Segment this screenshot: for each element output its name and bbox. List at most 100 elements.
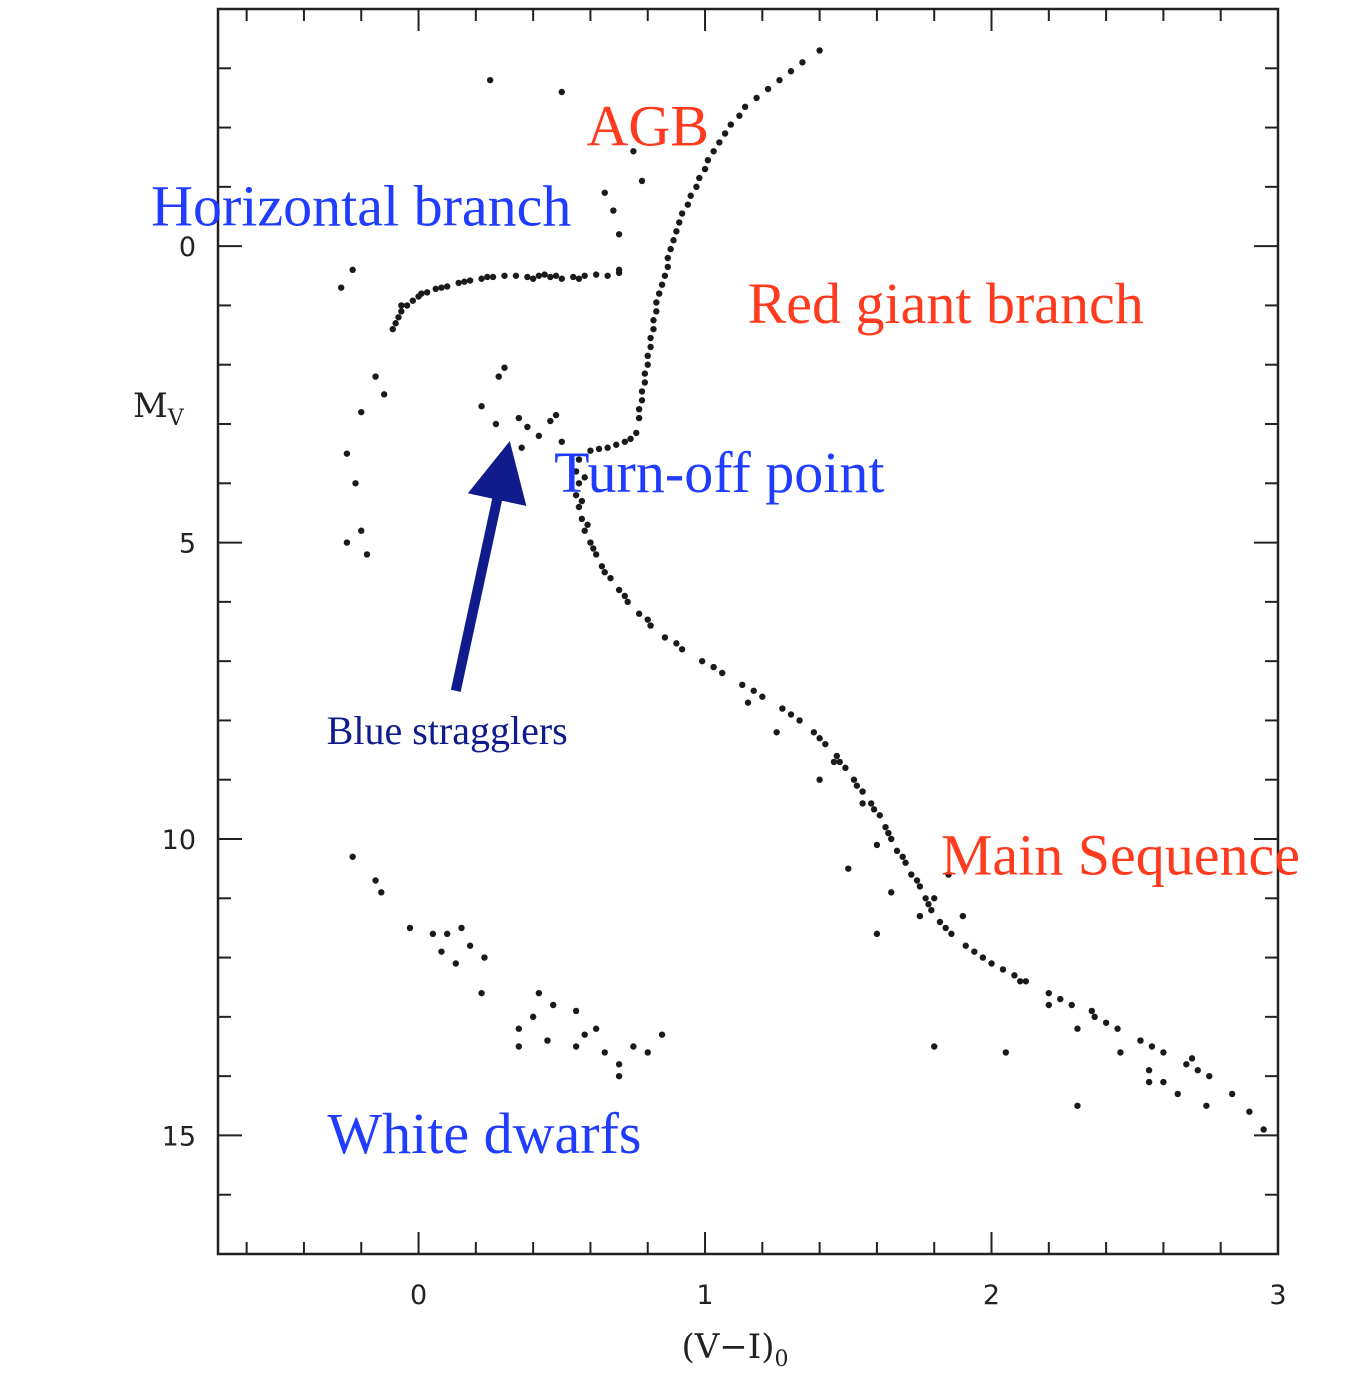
data-point [578,515,586,523]
data-point [701,165,709,173]
annotation-label: Main Sequence [941,823,1300,888]
data-point [741,103,749,111]
y-axis-title: MV [133,386,185,431]
data-point [547,417,554,425]
data-point [1137,1037,1144,1044]
data-point [893,847,901,855]
data-point [398,302,405,309]
data-point [638,177,646,185]
data-point [796,717,803,724]
data-point [719,669,726,677]
data-point [547,273,554,281]
data-point [1246,1108,1253,1115]
data-point [515,1043,523,1050]
data-point [372,373,379,380]
data-point [673,228,680,235]
data-point [524,273,531,281]
data-point [392,320,399,327]
data-point [455,279,462,287]
data-point [587,539,594,546]
data-point [549,1001,557,1009]
data-point [478,989,485,997]
data-point [635,414,643,422]
data-point [653,308,660,315]
data-point [736,112,743,119]
data-point [535,272,543,279]
data-point [830,758,838,766]
y-tick-label: 10 [162,825,196,856]
data-point [1091,1013,1098,1021]
data-point [644,1049,651,1056]
data-point [644,616,651,623]
data-point [552,411,560,419]
x-tick-label: 1 [696,1280,713,1311]
data-point [928,906,935,914]
data-point [647,622,654,629]
data-point [664,263,671,271]
data-point [876,812,883,819]
data-point [945,871,952,878]
data-point [787,68,795,75]
data-point [398,308,405,315]
data-point [349,853,356,860]
data-point [641,370,649,377]
data-point [873,930,881,938]
tick-labels: 0 1 2 3 0 5 10 15 [162,232,1287,1311]
data-point [916,912,924,920]
y-tick-label: 5 [179,529,196,560]
data-point [727,121,735,128]
data-point [443,930,451,938]
data-point [1160,1049,1167,1056]
data-point [647,343,654,351]
data-point [461,278,468,285]
data-point [558,275,565,282]
data-point [423,289,431,296]
data-point [409,297,417,304]
data-point [647,334,654,342]
data-point [1022,978,1030,985]
data-point [942,924,949,932]
data-point [1194,1067,1201,1074]
data-point [478,275,485,282]
data-point [913,877,921,884]
data-point [696,174,703,182]
data-point [764,85,772,93]
data-point [438,284,445,291]
data-point [888,835,895,843]
data-point [635,405,643,413]
data-point [810,729,818,736]
data-point [716,139,723,146]
data-point [438,948,445,955]
data-point [779,705,786,712]
annotation-label: Horizontal branch [151,173,571,238]
data-point [888,889,895,896]
data-point [575,275,583,282]
x-tick-label: 2 [983,1280,1000,1311]
data-point [678,210,686,217]
data-point [908,871,915,878]
data-point [971,948,978,955]
data-point [610,207,617,214]
data-point [432,285,439,293]
data-point [710,663,717,671]
data-point [624,598,631,606]
data-point [936,918,944,926]
data-point [630,148,637,155]
data-point [655,290,663,297]
data-point [572,1043,580,1050]
data-point [704,156,712,164]
data-point [787,711,795,718]
data-point [1074,1102,1081,1109]
data-point [587,447,594,454]
data-point [1016,978,1024,985]
data-point [1188,1055,1196,1062]
data-point [478,403,485,410]
data-point [1148,1043,1156,1050]
data-point [535,989,543,997]
annotation-label: Turn-off point [554,440,884,505]
data-point [902,859,909,866]
data-point [615,1061,623,1068]
data-point [1114,1025,1121,1032]
data-point [845,865,852,872]
data-point [458,924,465,932]
